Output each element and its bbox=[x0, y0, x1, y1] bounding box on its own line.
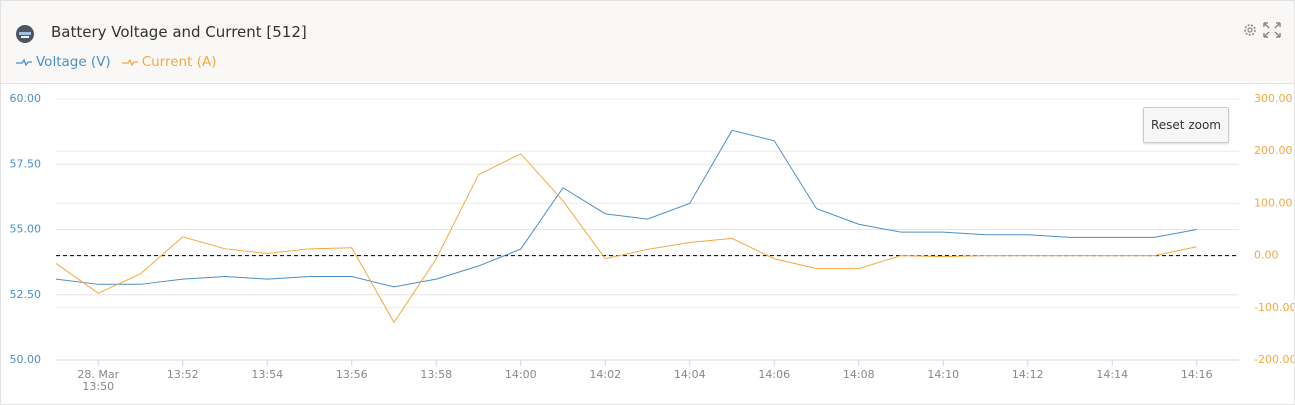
x-tick-label: 14:02 bbox=[589, 368, 622, 381]
legend: Voltage (V) Current (A) bbox=[15, 54, 216, 70]
x-tick-label: 13:58 bbox=[420, 368, 453, 381]
x-tick-label: 14:04 bbox=[673, 368, 706, 381]
y2-tick-label: 0.00 bbox=[1254, 249, 1279, 262]
x-tick-label: 13:54 bbox=[251, 368, 284, 381]
x-tick-label: 14:12 bbox=[1011, 368, 1044, 381]
y-tick-label: 52.50 bbox=[10, 288, 42, 301]
x-tick-label: 13:56 bbox=[335, 368, 368, 381]
y-tick-label: 50.00 bbox=[10, 353, 42, 366]
legend-label: Current (A) bbox=[141, 54, 217, 70]
y-tick-label: 55.00 bbox=[10, 223, 42, 236]
x-tick-label: 28. Mar 13:50 bbox=[77, 368, 120, 393]
x-tick-label: 14:08 bbox=[842, 368, 875, 381]
reset-zoom-button[interactable]: Reset zoom bbox=[1143, 107, 1229, 143]
legend-line bbox=[121, 58, 138, 67]
y2-tick-label: 200.00 bbox=[1254, 144, 1293, 157]
x-tick-label: 14:00 bbox=[504, 368, 537, 381]
x-tick-label: 14:16 bbox=[1180, 368, 1213, 381]
legend-line bbox=[16, 58, 32, 67]
y2-tick-label: 100.00 bbox=[1254, 196, 1293, 209]
x-tick-label: 13:52 bbox=[166, 368, 199, 381]
legend-item[interactable]: Voltage (V) bbox=[15, 54, 111, 70]
tools[interactable] bbox=[1242, 21, 1282, 39]
y-tick-label: 57.50 bbox=[10, 157, 42, 170]
y-tick-label: 60.00 bbox=[10, 92, 42, 105]
legend-symbol bbox=[16, 58, 32, 67]
legend-label: Voltage (V) bbox=[36, 54, 111, 70]
chart-title: Battery Voltage and Current [512] bbox=[51, 23, 307, 41]
x-tick-label: 14:14 bbox=[1096, 368, 1129, 381]
y2-tick-label: -100.00 bbox=[1254, 301, 1294, 314]
battery-icon bbox=[16, 25, 34, 43]
series-line bbox=[55, 129, 1197, 288]
legend-item[interactable]: Current (A) bbox=[121, 54, 217, 70]
y2-tick-label: -200.00 bbox=[1254, 353, 1294, 366]
series-line bbox=[55, 153, 1197, 324]
header: Battery Voltage and Current [512] Voltag… bbox=[1, 1, 1294, 84]
legend-symbol bbox=[121, 58, 138, 67]
x-tick-label: 14:06 bbox=[758, 368, 791, 381]
x-tick-label: 14:10 bbox=[927, 368, 960, 381]
y2-tick-label: 300.00 bbox=[1254, 92, 1293, 105]
